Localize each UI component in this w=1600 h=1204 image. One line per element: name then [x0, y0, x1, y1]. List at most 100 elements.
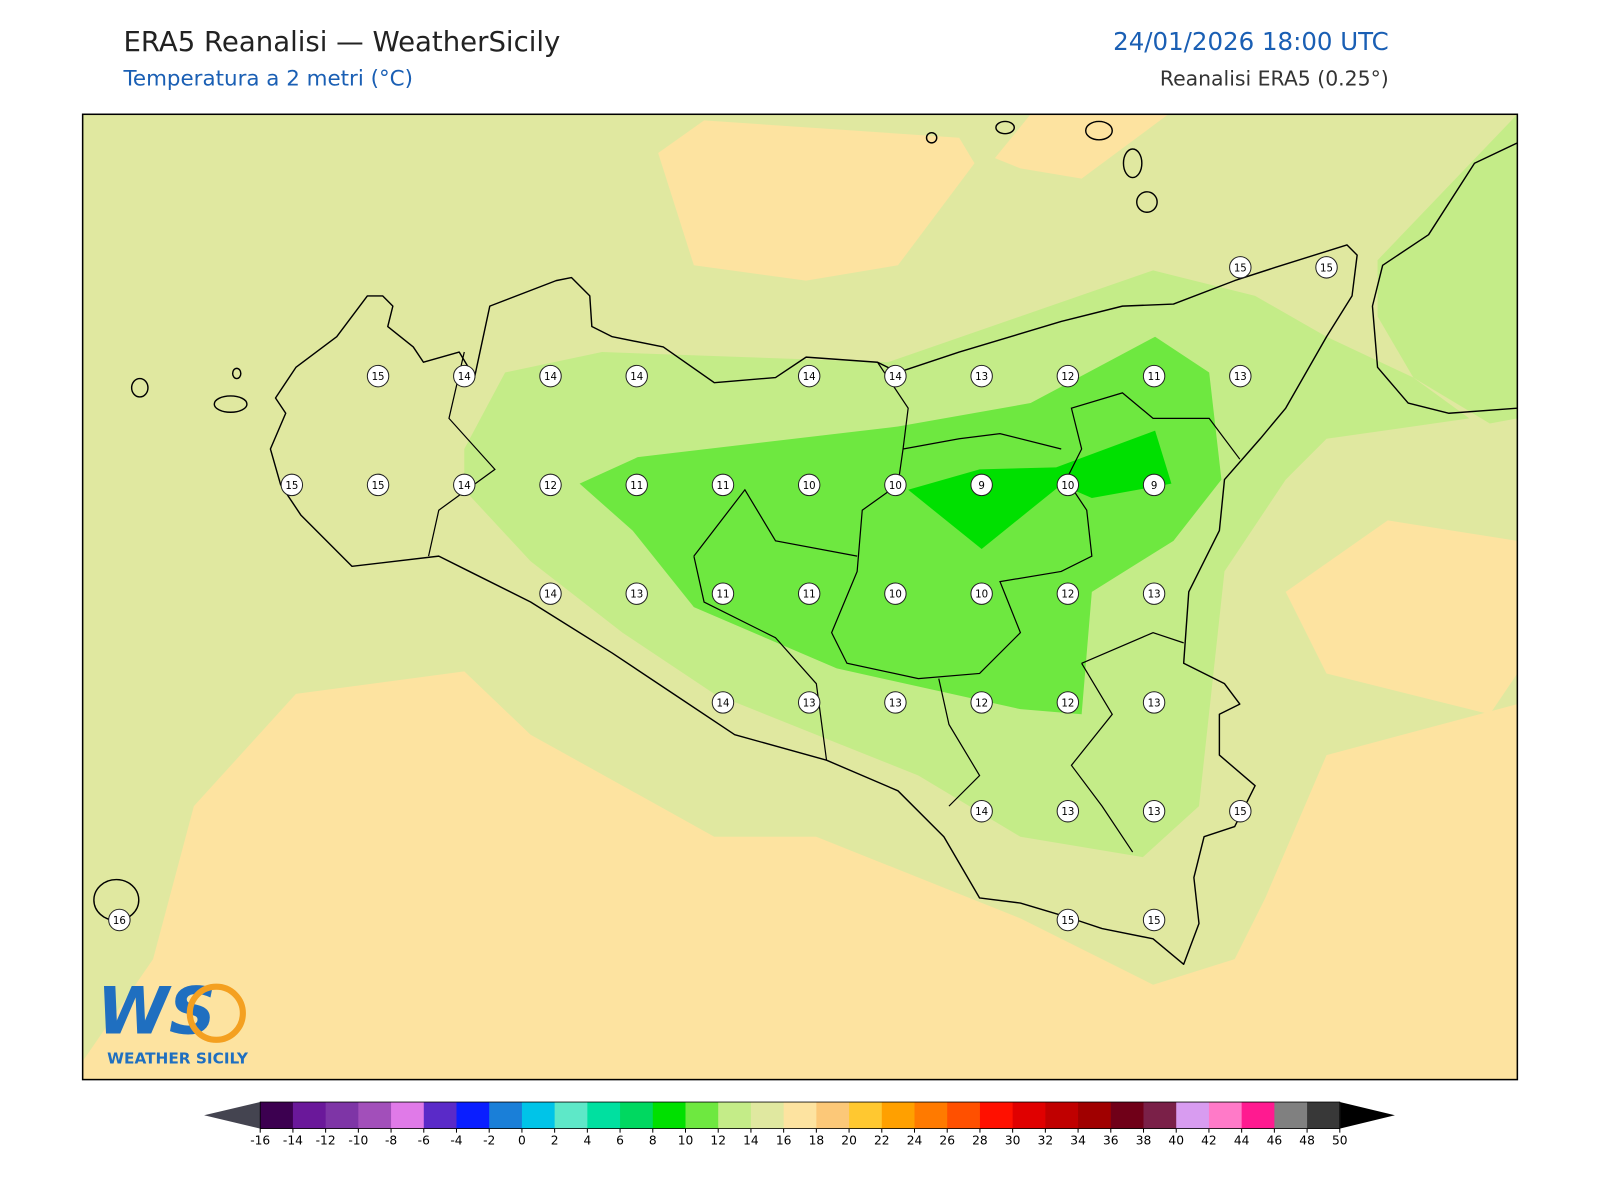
- value-label: 13: [1061, 807, 1074, 818]
- value-label: 12: [1061, 372, 1074, 383]
- colorbar-box: [554, 1102, 588, 1129]
- colorbar-box: [1012, 1102, 1046, 1129]
- label-circle: [1056, 800, 1080, 823]
- value-label: 13: [975, 372, 988, 383]
- colorbar-outline: [259, 1101, 1341, 1129]
- field-16-18: [1285, 520, 1518, 715]
- logo-sun: [186, 983, 246, 1043]
- value-label: 14: [716, 698, 729, 709]
- colorbar-box: [947, 1102, 981, 1129]
- colorbar-tick-label: 2: [551, 1133, 559, 1147]
- colorbar-box: [292, 1102, 327, 1129]
- colorbar-box: [881, 1102, 916, 1129]
- colorbar-box: [1307, 1102, 1341, 1129]
- label-circle: [1229, 256, 1252, 279]
- island: [995, 120, 1015, 135]
- title: ERA5 Reanalisi — WeatherSicily: [123, 26, 560, 58]
- value-label: 15: [1234, 807, 1247, 818]
- colorbar-tick-label: 12: [710, 1133, 726, 1147]
- colorbar-box: [620, 1102, 654, 1129]
- colorbar-box: [391, 1102, 425, 1129]
- island: [1085, 120, 1113, 141]
- value-label: 15: [1061, 916, 1074, 927]
- colorbar-box: [260, 1102, 294, 1129]
- label-circle: [1142, 364, 1166, 388]
- value-label: 9: [1151, 481, 1157, 492]
- value-label: 11: [630, 481, 643, 492]
- label-circle: [1056, 473, 1080, 497]
- colorbar-box: [489, 1102, 523, 1129]
- colorbar-tick-label: 38: [1136, 1133, 1152, 1147]
- colorbar-tick-label: -14: [283, 1133, 303, 1147]
- label-circle: [797, 364, 821, 388]
- label-circle: [280, 473, 304, 497]
- value-label: 14: [458, 481, 471, 492]
- colorbar-tick-label: 32: [1038, 1133, 1054, 1147]
- colorbar-tick-label: -12: [316, 1133, 336, 1147]
- value-label: 9: [978, 481, 984, 492]
- colorbar-tick-label: 46: [1267, 1133, 1283, 1147]
- field-16-18: [994, 114, 1169, 179]
- label-circle: [884, 582, 907, 605]
- colorbar-tick-label: 28: [972, 1133, 988, 1147]
- colorbar-tick-label: 22: [874, 1133, 890, 1147]
- colorbar-tick-label: -2: [483, 1133, 495, 1147]
- colorbar-box: [750, 1102, 785, 1129]
- value-label: 10: [803, 481, 816, 492]
- label-circle: [1142, 908, 1166, 932]
- value-label: 11: [716, 590, 729, 601]
- value-label: 13: [889, 698, 902, 709]
- value-label: 11: [803, 590, 816, 601]
- colorbar-tick-label: 18: [809, 1133, 825, 1147]
- value-label: 10: [975, 590, 988, 601]
- colorbar-tick-label: -16: [250, 1133, 270, 1147]
- colorbar-under: [204, 1102, 261, 1129]
- colorbar-box: [652, 1102, 687, 1129]
- label-circle: [1229, 800, 1252, 823]
- colorbar-box: [1143, 1102, 1177, 1129]
- label-circle: [1229, 364, 1252, 388]
- label-circle: [108, 908, 131, 932]
- label-circle: [453, 473, 476, 497]
- colorbar-box: [358, 1102, 392, 1129]
- island: [213, 395, 248, 413]
- colorbar-box: [685, 1102, 719, 1129]
- label-circle: [539, 582, 562, 605]
- colorbar-tick-label: 0: [518, 1133, 526, 1147]
- colorbar-tick-label: 16: [776, 1133, 792, 1147]
- value-label: 15: [285, 481, 298, 492]
- value-label: 14: [889, 372, 902, 383]
- colorbar-box: [1208, 1102, 1243, 1129]
- datetime: 24/01/2026 18:00 UTC: [1113, 27, 1389, 56]
- colorbar-box: [1241, 1102, 1275, 1129]
- colorbar-tick-label: 42: [1201, 1133, 1217, 1147]
- colorbar-tick-label: 30: [1005, 1133, 1021, 1147]
- value-label: 15: [1148, 916, 1161, 927]
- island: [231, 367, 242, 380]
- value-label: 14: [458, 372, 471, 383]
- value-label: 13: [1234, 372, 1247, 383]
- label-circle: [1142, 582, 1166, 605]
- colorbar-tick-label: 34: [1070, 1133, 1086, 1147]
- colorbar-box: [1045, 1102, 1079, 1129]
- label-circle: [366, 473, 390, 497]
- value-label: 15: [372, 481, 385, 492]
- colorbar-tick-label: -8: [385, 1133, 397, 1147]
- label-circle: [884, 473, 907, 497]
- field-8-10: [908, 430, 1172, 549]
- colorbar-box: [718, 1102, 752, 1129]
- value-label: 15: [1320, 263, 1333, 274]
- label-circle: [970, 364, 993, 388]
- colorbar-box: [783, 1102, 817, 1129]
- value-label: 12: [544, 481, 557, 492]
- label-circle: [1142, 800, 1166, 823]
- value-label: 15: [1234, 263, 1247, 274]
- value-label: 14: [975, 807, 988, 818]
- value-label: 13: [1148, 590, 1161, 601]
- field-16-18: [82, 671, 1518, 1080]
- source: Reanalisi ERA5 (0.25°): [1160, 67, 1389, 91]
- value-label: 14: [803, 372, 816, 383]
- island: [925, 131, 938, 144]
- coastline-sicily: [269, 244, 1358, 965]
- value-label: 12: [1061, 698, 1074, 709]
